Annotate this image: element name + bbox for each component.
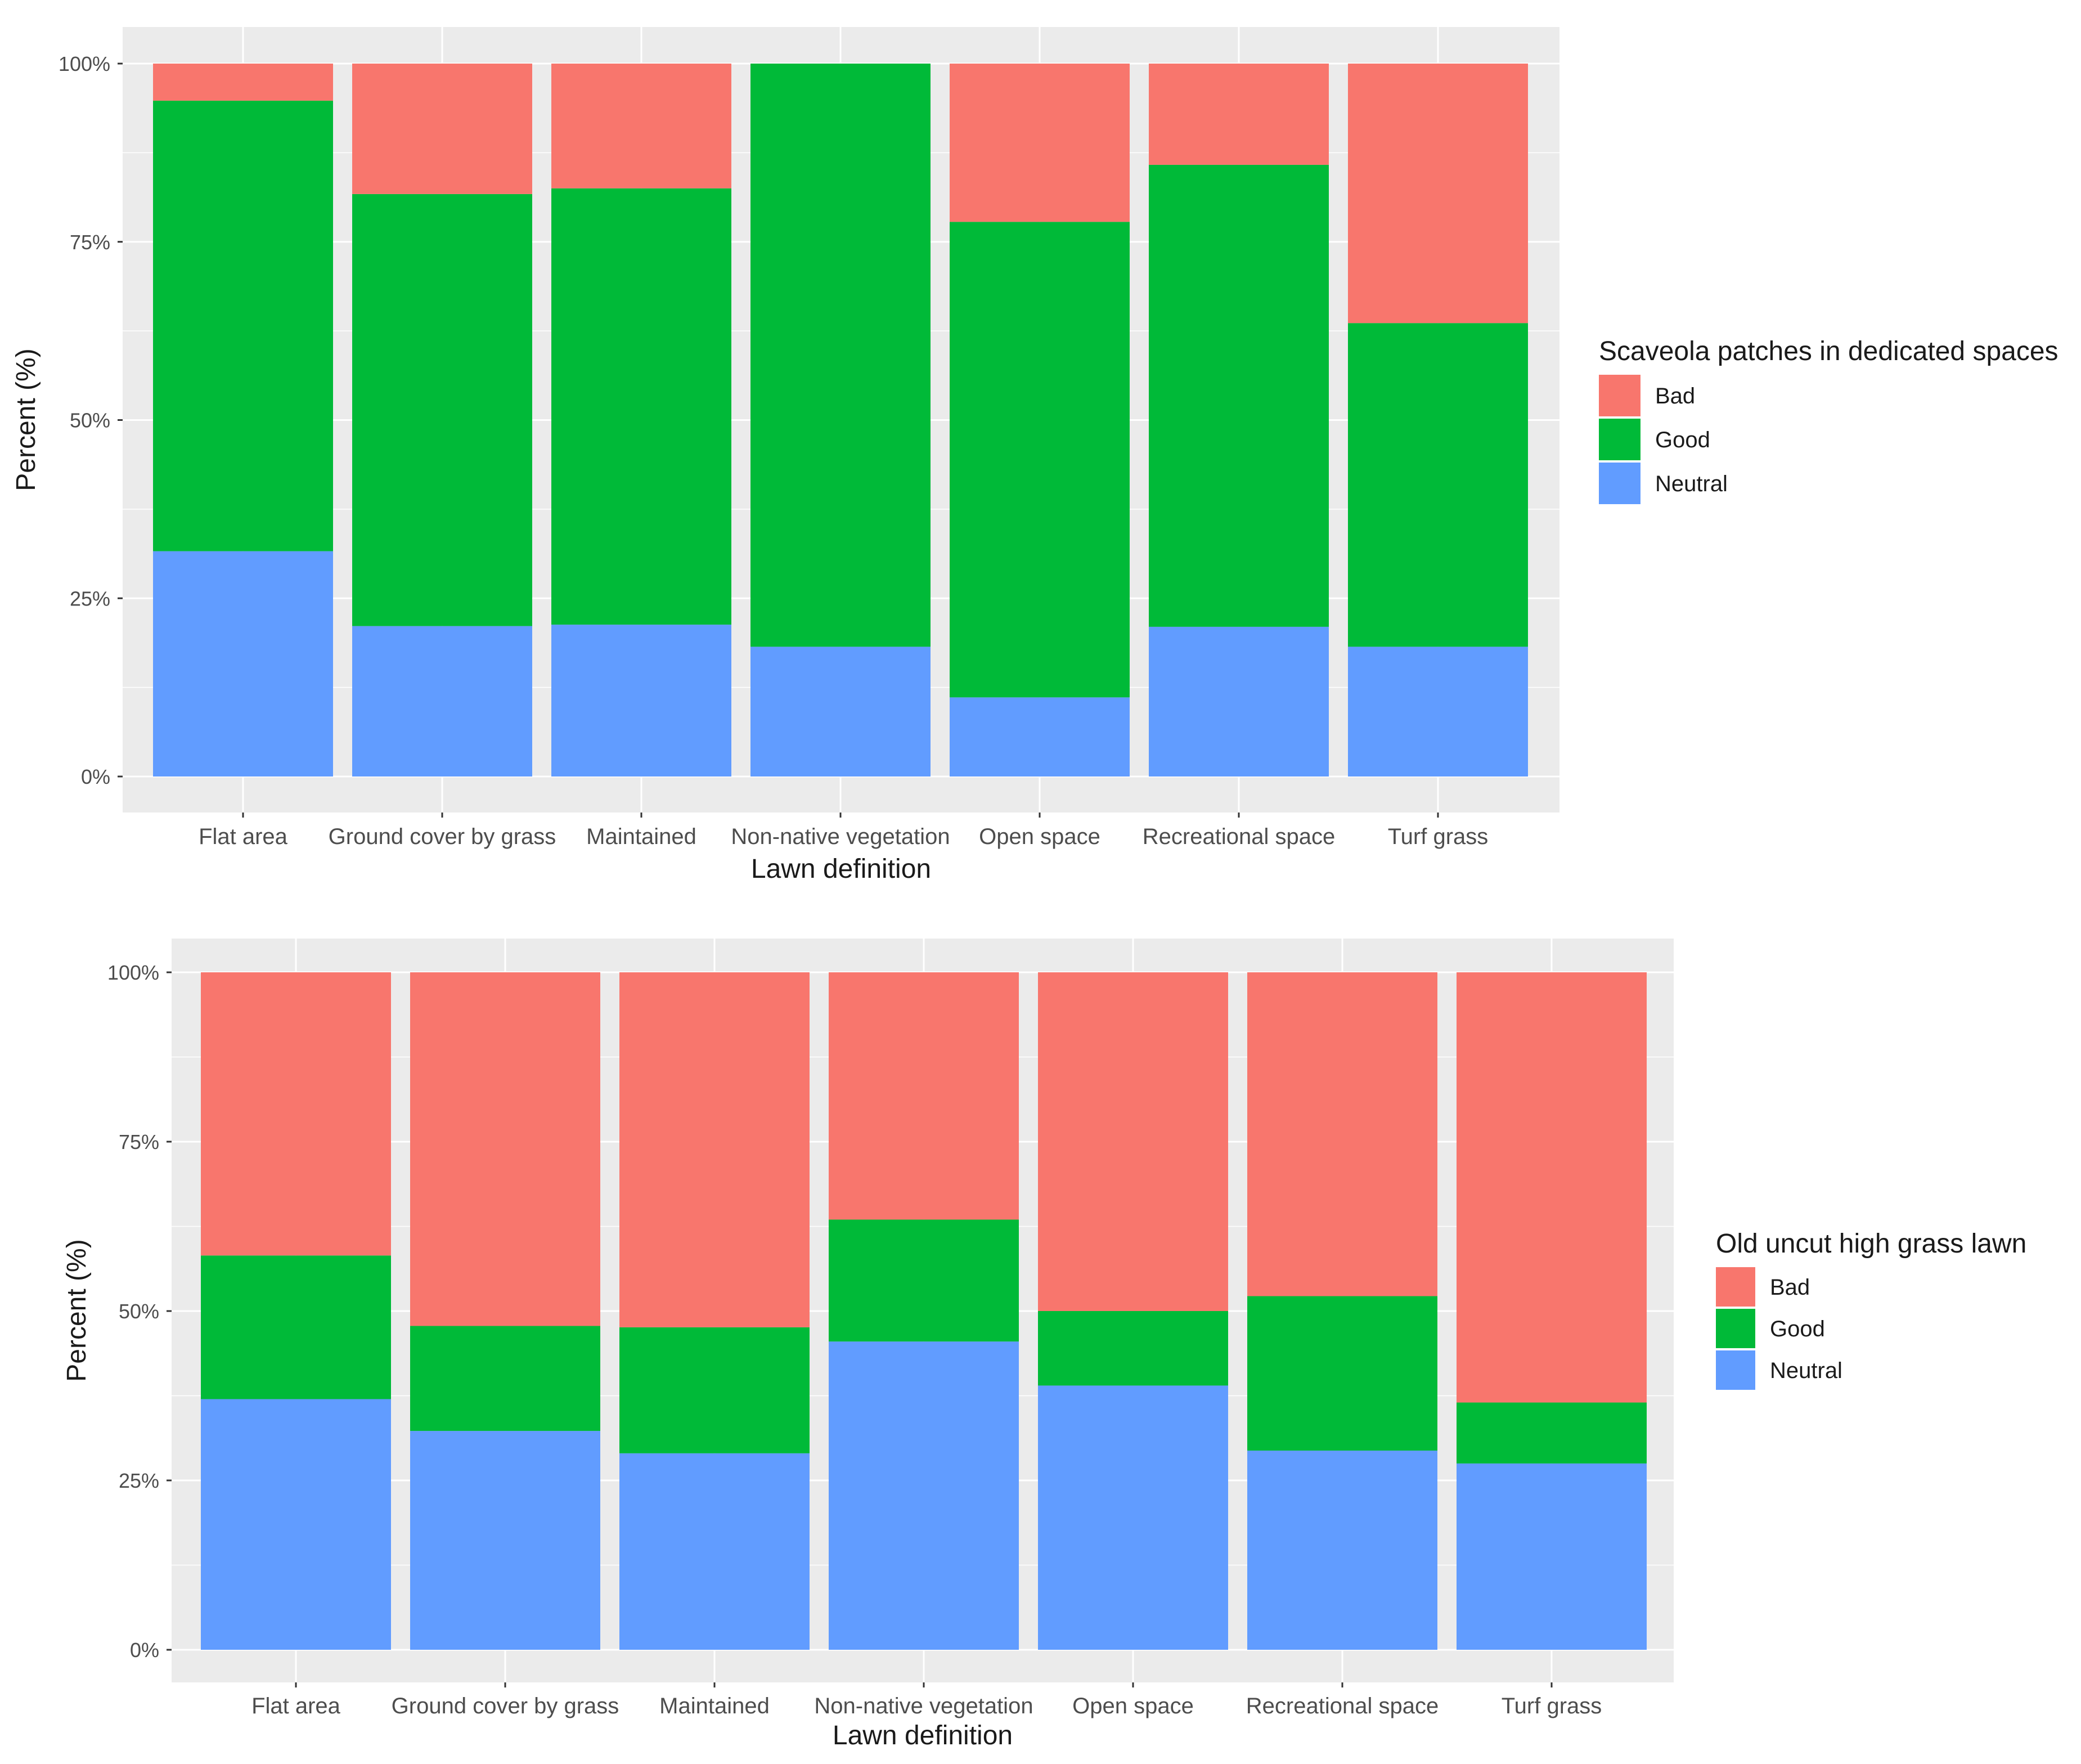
chart1-legend-key-good — [1599, 419, 1640, 460]
chart2-y-tick-label: 25% — [119, 1469, 159, 1492]
chart1-bar-open-space-bad — [950, 64, 1130, 222]
chart1-bar-recreational-space-neutral — [1149, 626, 1329, 776]
chart2-bar-recreational-space-bad — [1247, 972, 1437, 1296]
chart2-legend-label-bad: Bad — [1770, 1275, 1810, 1300]
chart2-y-tick-label: 0% — [130, 1639, 159, 1662]
chart2-legend-title: Old uncut high grass lawn — [1716, 1229, 2026, 1259]
chart2-x-tick-label: Maintained — [659, 1694, 770, 1718]
chart1-bar-flat-area-bad — [153, 64, 333, 101]
chart1-legend-label-neutral: Neutral — [1655, 472, 1728, 496]
chart2-bar-non-native-vegetation-good — [829, 1219, 1019, 1342]
chart2-bar-flat-area-neutral — [201, 1399, 391, 1650]
chart1-bar-non-native-vegetation-neutral — [750, 647, 931, 776]
chart1-legend-label-good: Good — [1655, 428, 1710, 452]
chart2-x-axis-title: Lawn definition — [833, 1721, 1013, 1750]
chart2-bar-flat-area-bad — [201, 972, 391, 1256]
chart1-bar-turf-grass-bad — [1348, 64, 1528, 324]
chart2-bar-open-space-bad — [1038, 972, 1228, 1311]
chart2-bar-maintained-neutral — [619, 1453, 810, 1650]
chart2-x-tick-label: Non-native vegetation — [814, 1694, 1033, 1718]
chart1-bar-flat-area-good — [153, 100, 333, 551]
chart1-bar-maintained-good — [551, 188, 731, 625]
chart1-x-tick-label: Turf grass — [1388, 824, 1489, 849]
chart2-y-tick-label: 100% — [107, 961, 159, 984]
chart1-x-tick-label: Maintained — [586, 824, 696, 849]
chart1-bar-ground-cover-by-grass-neutral — [352, 626, 532, 776]
chart2-legend-label-neutral: Neutral — [1770, 1358, 1842, 1383]
chart1-bar-non-native-vegetation-good — [750, 64, 931, 647]
chart2-bar-recreational-space-neutral — [1247, 1451, 1437, 1650]
chart2-x-tick-label: Flat area — [251, 1694, 341, 1718]
chart2-x-tick-label: Ground cover by grass — [392, 1694, 619, 1718]
chart1-bar-recreational-space-good — [1149, 164, 1329, 627]
chart1-bar-turf-grass-good — [1348, 323, 1528, 647]
chart2-legend: Old uncut high grass lawn Bad Good Neutral — [1716, 1229, 2026, 1390]
chart2-bar-maintained-good — [619, 1327, 810, 1453]
chart1-x-tick-label: Flat area — [199, 824, 288, 849]
chart2-y-tick-label: 50% — [119, 1300, 159, 1323]
chart1-bar-flat-area-neutral — [153, 551, 333, 776]
chart1-x-tick-label: Recreational space — [1143, 824, 1335, 849]
chart1-bar-open-space-good — [950, 222, 1130, 698]
chart2-bar-ground-cover-by-grass-neutral — [410, 1431, 600, 1650]
chart1: 0% 25% 50% 75% 100% Flat area Ground cover by … — [11, 27, 2058, 884]
chart2-bar-non-native-vegetation-bad — [829, 972, 1019, 1220]
chart1-bar-turf-grass-neutral — [1348, 647, 1528, 776]
chart1-y-tick-label: 25% — [70, 587, 110, 610]
chart2-bar-flat-area-good — [201, 1255, 391, 1399]
chart2-bar-maintained-bad — [619, 972, 810, 1327]
chart2-bar-turf-grass-good — [1457, 1402, 1647, 1464]
chart1-x-axis-title: Lawn definition — [751, 854, 931, 884]
chart1-legend-key-bad — [1599, 375, 1640, 416]
chart2-bar-ground-cover-by-grass-bad — [410, 972, 600, 1326]
chart1-bar-open-space-neutral — [950, 697, 1130, 776]
chart1-x-tick-label: Open space — [979, 824, 1100, 849]
chart2-legend-label-good: Good — [1770, 1317, 1825, 1341]
chart1-y-tick-label: 50% — [70, 409, 110, 432]
chart1-y-tick-label: 0% — [81, 765, 110, 788]
chart2-bar-open-space-good — [1038, 1311, 1228, 1386]
chart1-bar-maintained-bad — [551, 64, 731, 188]
chart2-legend-key-good — [1716, 1309, 1755, 1348]
chart2-bar-non-native-vegetation-neutral — [829, 1341, 1019, 1650]
chart1-bar-maintained-neutral — [551, 625, 731, 776]
chart2-bar-open-space-neutral — [1038, 1385, 1228, 1650]
chart2-bar-ground-cover-by-grass-good — [410, 1326, 600, 1431]
chart1-y-tick-label: 75% — [70, 231, 110, 254]
chart1-bar-ground-cover-by-grass-good — [352, 194, 532, 626]
chart2-x-tick-label: Recreational space — [1246, 1694, 1439, 1718]
chart2-y-tick-label: 75% — [119, 1130, 159, 1153]
chart2-legend-key-neutral — [1716, 1350, 1755, 1390]
chart1-legend: Scaveola patches in dedicated spaces Bad G… — [1599, 336, 2058, 504]
chart2-x-tick-label: Turf grass — [1502, 1694, 1602, 1718]
chart2-y-axis-title: Percent (%) — [62, 1239, 92, 1381]
chart1-x-tick-label: Non-native vegetation — [731, 824, 950, 849]
chart1-legend-key-neutral — [1599, 463, 1640, 504]
chart1-x-tick-label: Ground cover by grass — [329, 824, 556, 849]
chart2: 0% 25% 50% 75% 100% Flat area Ground cover by … — [62, 939, 2026, 1750]
chart1-y-tick-label: 100% — [59, 52, 110, 75]
chart1-bar-ground-cover-by-grass-bad — [352, 64, 532, 194]
chart2-bar-turf-grass-bad — [1457, 972, 1647, 1403]
chart1-bar-recreational-space-bad — [1149, 64, 1329, 165]
chart2-bar-recreational-space-good — [1247, 1296, 1437, 1451]
chart1-legend-label-bad: Bad — [1655, 384, 1695, 409]
chart1-legend-title: Scaveola patches in dedicated spaces — [1599, 336, 2058, 366]
chart2-legend-key-bad — [1716, 1267, 1755, 1307]
chart2-bar-turf-grass-neutral — [1457, 1463, 1647, 1650]
chart2-x-tick-label: Open space — [1072, 1694, 1194, 1718]
chart1-y-axis-title: Percent (%) — [11, 348, 41, 491]
